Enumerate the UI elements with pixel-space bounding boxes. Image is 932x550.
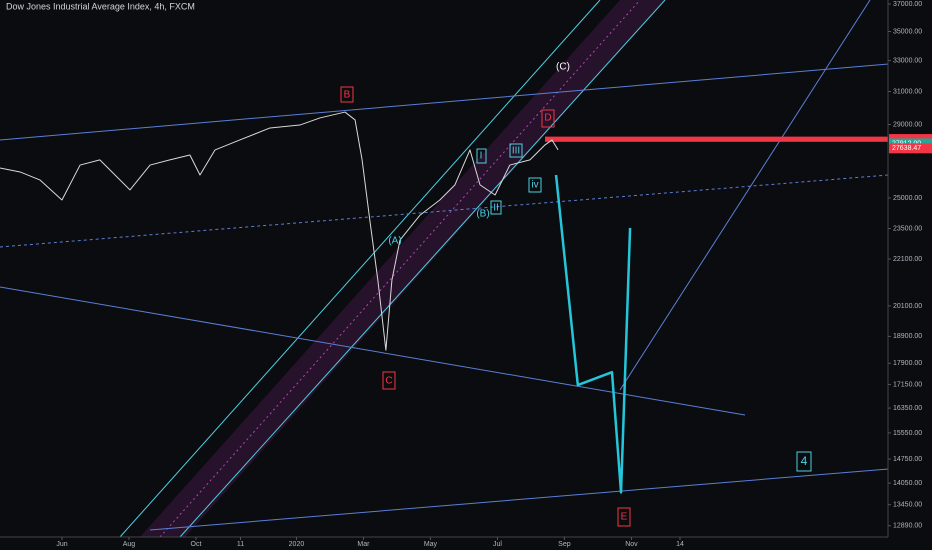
label-box xyxy=(509,143,523,158)
wave-label: B xyxy=(344,90,351,101)
wave-label: (A) xyxy=(388,236,401,247)
x-tick-label: 2020 xyxy=(289,541,305,548)
x-tick-label: Oct xyxy=(191,541,202,548)
y-tick-label: 13450.00 xyxy=(893,502,922,509)
y-tick-label: 14050.00 xyxy=(893,480,922,487)
y-tick-label: 25000.00 xyxy=(893,195,922,202)
x-tick-label: 14 xyxy=(676,541,684,548)
trend-line xyxy=(0,174,889,248)
wave-label: III xyxy=(512,146,520,157)
channel-line xyxy=(179,0,666,538)
chart-title: Dow Jones Industrial Average Index, 4h, … xyxy=(6,1,195,11)
price-line-series xyxy=(554,174,632,494)
channel-fill xyxy=(140,0,665,537)
wave-label: iv xyxy=(531,180,538,191)
price-axis xyxy=(888,0,932,550)
price-tag xyxy=(889,143,932,154)
label-box xyxy=(340,86,354,103)
x-tick-label: Nov xyxy=(625,541,638,548)
wave-label: (B) xyxy=(476,209,489,220)
y-tick-label: 23500.00 xyxy=(893,225,922,232)
price-line-series xyxy=(0,111,559,351)
label-box xyxy=(617,507,631,527)
x-tick-label: 11 xyxy=(237,541,244,548)
y-tick-label: 18900.00 xyxy=(893,333,922,340)
label-box xyxy=(528,177,542,193)
label-box xyxy=(541,109,555,128)
axis-labels: 37000.00 35000.00 33000.00 31000.00 29000.00… xyxy=(56,1,922,548)
trend-line xyxy=(0,62,901,141)
wave-label: II xyxy=(493,203,499,214)
x-tick-label: Jul xyxy=(493,541,502,548)
x-tick-label: Jun xyxy=(56,541,67,548)
y-tick-label: 15550.00 xyxy=(893,430,922,437)
trend-line xyxy=(619,0,871,391)
y-tick-label: 35000.00 xyxy=(893,28,922,35)
time-axis xyxy=(0,537,888,550)
y-tick-label: 29000.00 xyxy=(893,121,922,128)
y-tick-label: 31000.00 xyxy=(893,88,922,95)
channel-line xyxy=(119,0,601,538)
trend-line xyxy=(149,467,901,531)
y-tick-label: 17900.00 xyxy=(893,360,922,367)
x-tick-label: Aug xyxy=(123,541,136,548)
channel-mid xyxy=(159,0,641,538)
y-tick-label: 17150.00 xyxy=(893,381,922,388)
label-box xyxy=(490,200,502,215)
y-tick-label: 22100.00 xyxy=(893,256,922,263)
label-box xyxy=(476,148,487,164)
x-tick-label: Sep xyxy=(558,541,571,548)
wave-label: 4 xyxy=(801,454,808,468)
y-tick-label: 37000.00 xyxy=(893,1,922,8)
wave-label: C xyxy=(385,376,392,387)
label-box xyxy=(382,371,396,390)
label-box xyxy=(796,451,812,472)
y-tick-label: 20100.00 xyxy=(893,303,922,310)
marks xyxy=(0,111,888,494)
wave-label: (C) xyxy=(556,62,570,73)
y-tick-label: 16350.00 xyxy=(893,405,922,412)
wave-label: I xyxy=(480,151,483,162)
wave-label: E xyxy=(621,512,628,523)
price-tag-label: 27638.47 xyxy=(892,145,921,152)
wave-label: D xyxy=(544,113,551,124)
y-tick-label: 14750.00 xyxy=(893,456,922,463)
y-tick-label: 12890.00 xyxy=(893,523,922,530)
x-tick-label: May xyxy=(424,541,438,548)
y-tick-label: 33000.00 xyxy=(893,57,922,64)
x-tick-label: Mar xyxy=(357,541,370,548)
trend-line xyxy=(0,286,746,416)
